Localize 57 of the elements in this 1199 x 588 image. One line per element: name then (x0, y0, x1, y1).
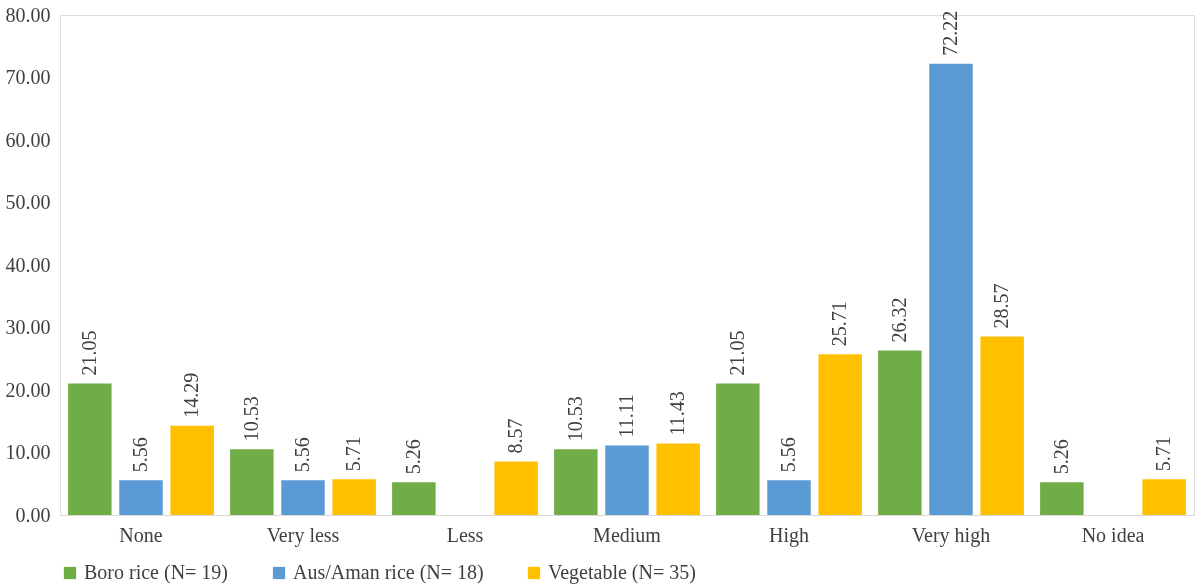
legend-label: Vegetable (N= 35) (548, 561, 696, 584)
y-tick-label: 80.00 (5, 3, 51, 26)
y-tick-label: 40.00 (5, 253, 51, 276)
x-tick-label: Medium (593, 523, 662, 546)
data-label: 10.53 (239, 396, 262, 442)
data-label: 25.71 (828, 301, 851, 347)
legend-label: Aus/Aman rice (N= 18) (293, 561, 484, 584)
bar (332, 479, 376, 515)
bar (494, 461, 538, 515)
bar (68, 383, 112, 515)
y-tick-label: 30.00 (5, 316, 51, 338)
bar (281, 480, 325, 515)
data-label: 8.57 (504, 418, 527, 454)
x-tick-label: No idea (1081, 523, 1145, 546)
bar (767, 480, 811, 515)
bar (929, 63, 973, 515)
y-tick-label: 70.00 (5, 66, 51, 88)
y-tick-label: 0.00 (15, 503, 51, 526)
bar (230, 449, 274, 515)
bar (1142, 479, 1186, 515)
data-label: 21.05 (725, 330, 748, 376)
bar (656, 443, 700, 515)
bar (1040, 482, 1084, 515)
data-label: 28.57 (990, 283, 1013, 329)
data-label: 26.32 (887, 297, 910, 343)
data-label: 5.71 (342, 436, 365, 472)
bar (554, 449, 598, 515)
x-tick-label: Very less (266, 523, 340, 547)
data-label: 11.43 (666, 391, 689, 436)
y-tick-label: 50.00 (5, 191, 51, 213)
y-tick-label: 10.00 (5, 441, 51, 463)
y-tick-label: 20.00 (5, 378, 51, 401)
bar (980, 336, 1024, 515)
bar (119, 480, 163, 515)
bar (818, 354, 862, 515)
bar (716, 383, 760, 515)
data-label: 5.56 (129, 437, 151, 473)
x-tick-label: High (769, 523, 809, 547)
data-label: 5.26 (1049, 439, 1072, 475)
data-label: 5.26 (401, 439, 424, 475)
bar (392, 482, 436, 515)
x-tick-label: Less (446, 523, 484, 546)
x-tick-label: None (119, 523, 163, 546)
data-label: 10.53 (563, 396, 586, 442)
bar (605, 445, 649, 515)
y-tick-label: 60.00 (5, 128, 51, 151)
x-tick-label: Very high (911, 523, 991, 547)
legend-label: Boro rice (N= 19) (84, 561, 229, 584)
bar (878, 350, 922, 515)
data-label: 5.71 (1152, 436, 1175, 472)
data-label: 21.05 (77, 330, 100, 376)
data-label: 11.11 (615, 394, 637, 438)
data-label: 72.22 (939, 10, 961, 56)
bar (170, 425, 214, 515)
data-label: 5.56 (291, 437, 313, 473)
data-label: 14.29 (180, 372, 203, 418)
data-label: 5.56 (777, 437, 799, 473)
